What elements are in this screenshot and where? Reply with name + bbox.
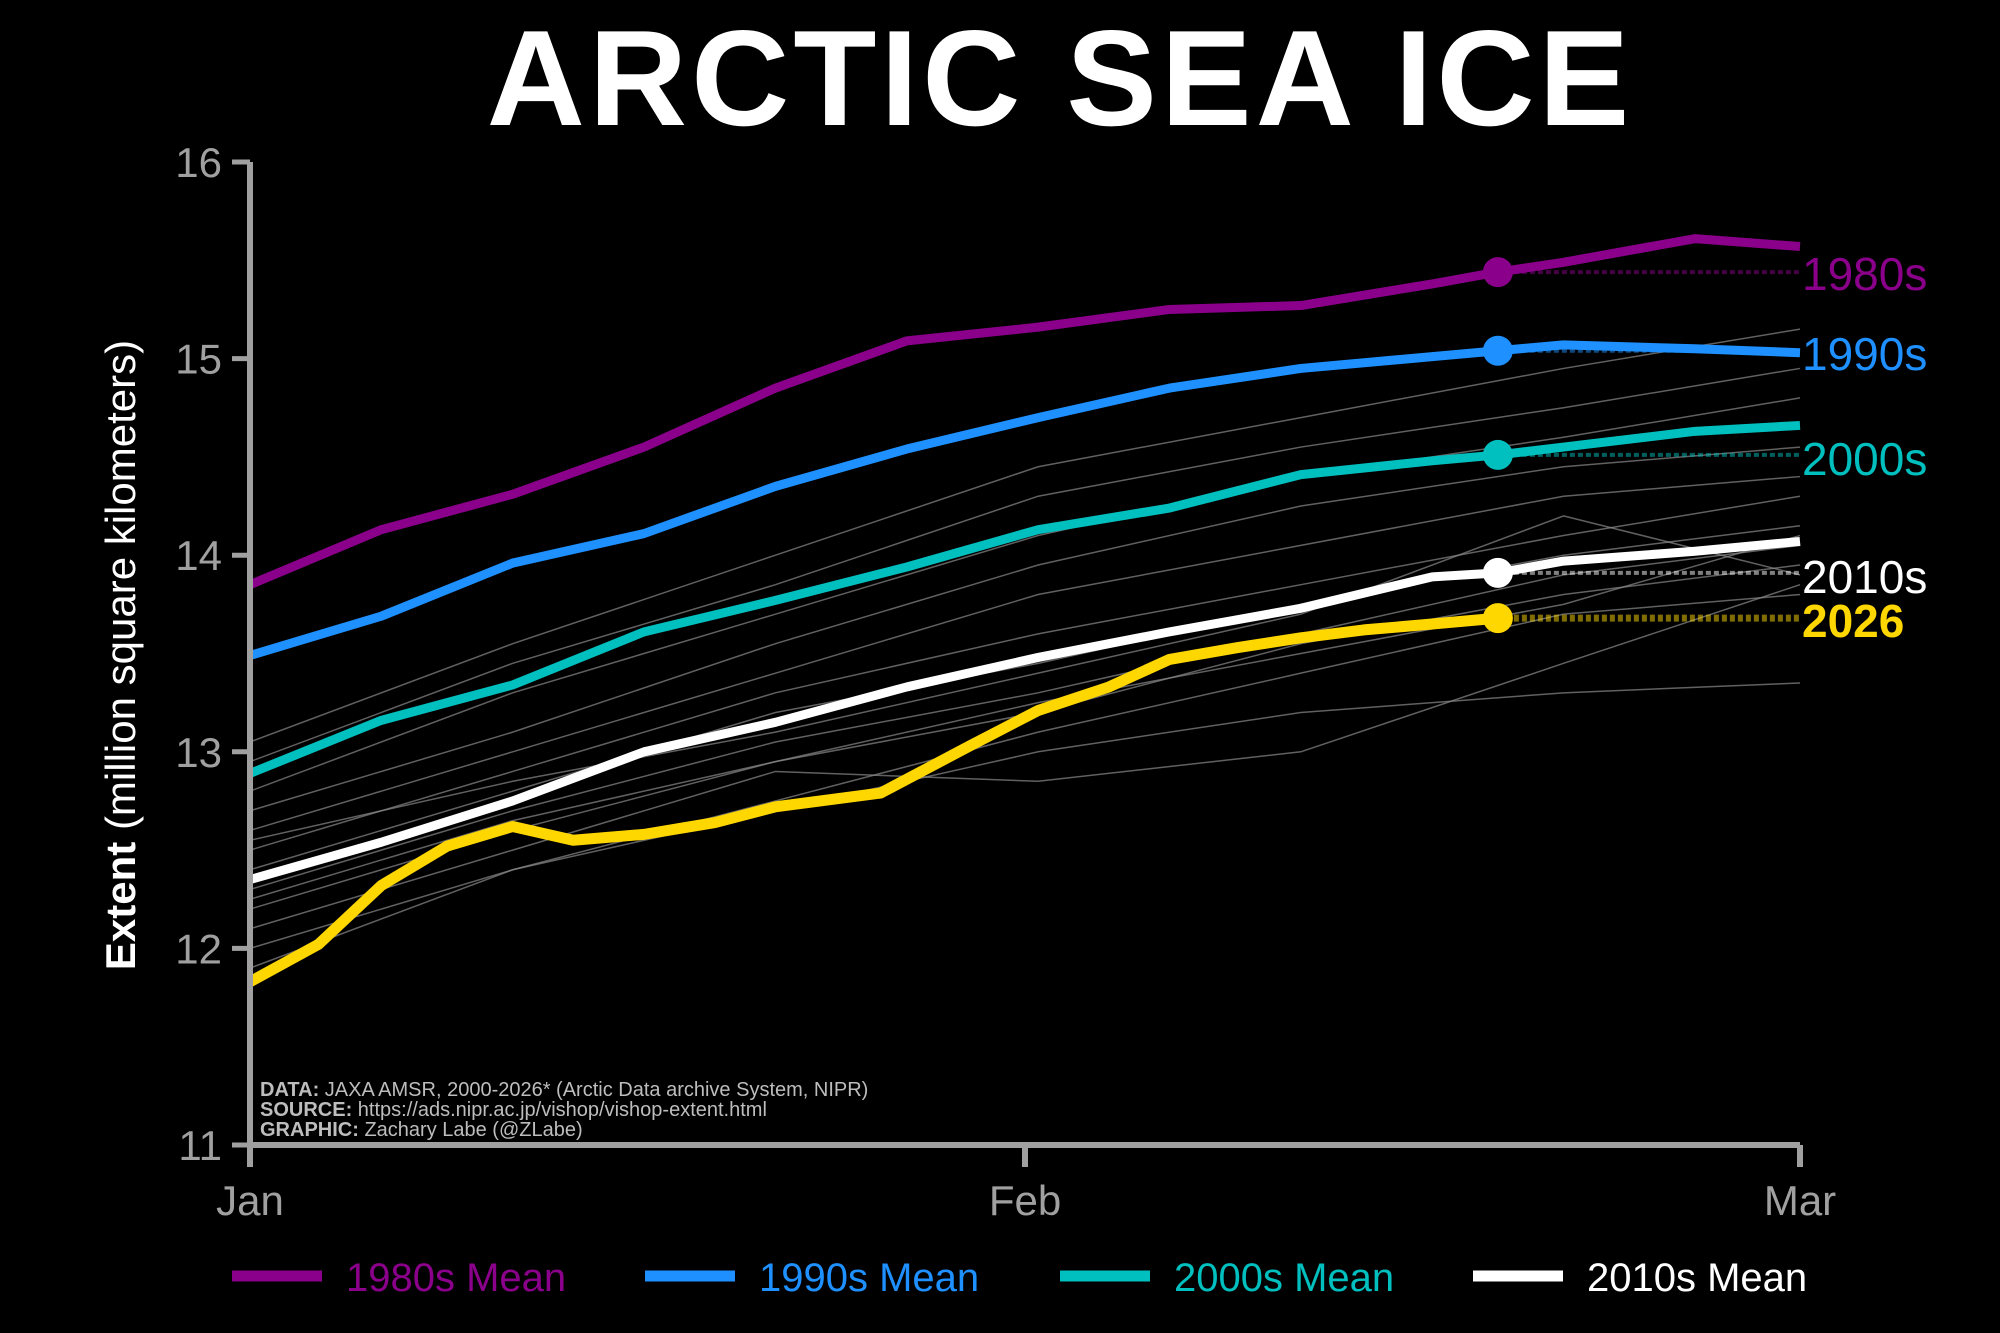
end-label-2000s: 2000s xyxy=(1802,433,1927,485)
series-line-2010s xyxy=(248,536,1801,884)
marker-2010s xyxy=(1482,557,1513,588)
credits: DATA: JAXA AMSR, 2000-2026* (Arctic Data… xyxy=(260,1079,868,1141)
series-line-1980s xyxy=(248,234,1801,589)
y-tick-label: 12 xyxy=(175,925,222,972)
svg-text:Extent (million square kilomet: Extent (million square kilometers) xyxy=(97,340,144,970)
credit-line: SOURCE: https://ads.nipr.ac.jp/vishop/vi… xyxy=(260,1099,767,1121)
individual-year-line xyxy=(249,495,1801,851)
individual-year-line xyxy=(249,328,1801,743)
credit-line: DATA: JAXA AMSR, 2000-2026* (Arctic Data… xyxy=(260,1079,868,1101)
credit-text: JAXA AMSR, 2000-2026* (Arctic Data archi… xyxy=(319,1079,868,1101)
legend-label: 1990s Mean xyxy=(759,1256,979,1300)
legend-item-2000s: 2000s Mean xyxy=(1060,1256,1394,1300)
credit-label: DATA: xyxy=(260,1079,319,1101)
x-tick-label: Mar xyxy=(1764,1177,1836,1224)
y-tick-label: 15 xyxy=(175,336,222,383)
legend-label: 2000s Mean xyxy=(1174,1256,1394,1300)
axes: 11 12 13 14 15 16 Jan Feb Mar xyxy=(175,139,1836,1224)
y-tick-label: 14 xyxy=(175,532,222,579)
individual-year-line xyxy=(249,534,1801,900)
individual-year-line xyxy=(249,564,1801,910)
marker-1990s xyxy=(1482,335,1513,366)
series-line-2026 xyxy=(247,612,1499,987)
x-tick-label: Feb xyxy=(989,1177,1061,1224)
legend-item-1980s: 1980s Mean xyxy=(232,1256,566,1300)
y-axis-label: Extent (million square kilometers) xyxy=(97,340,144,970)
legend-item-1990s: 1990s Mean xyxy=(645,1256,979,1300)
end-label-1990s: 1990s xyxy=(1802,328,1927,380)
individual-year-line xyxy=(249,397,1801,792)
marker-1980s xyxy=(1482,257,1513,288)
end-label-2010s: 2010s xyxy=(1802,551,1927,603)
legend: 1980s Mean 1990s Mean 2000s Mean 2010s Mean xyxy=(232,1256,1807,1300)
credit-line: GRAPHIC: Zachary Labe (@ZLabe) xyxy=(260,1119,583,1141)
x-tick-label: Jan xyxy=(216,1177,284,1224)
individual-year-line xyxy=(249,682,1801,969)
y-tick-label: 16 xyxy=(175,139,222,186)
legend-label: 2010s Mean xyxy=(1587,1256,1807,1300)
y-tick-label: 11 xyxy=(178,1122,222,1169)
individual-year-line xyxy=(249,583,1801,930)
individual-year-line xyxy=(249,446,1801,812)
series-line-1990s xyxy=(248,340,1801,660)
credit-text: https://ads.nipr.ac.jp/vishop/vishop-ext… xyxy=(352,1099,767,1121)
legend-label: 1980s Mean xyxy=(346,1256,566,1300)
individual-year-line xyxy=(249,367,1801,763)
marker-2026 xyxy=(1482,603,1513,634)
credit-label: SOURCE: xyxy=(260,1099,352,1121)
credit-label: GRAPHIC: xyxy=(260,1119,359,1141)
legend-item-2010s: 2010s Mean xyxy=(1473,1256,1807,1300)
individual-year-line xyxy=(249,524,1801,871)
y-tick-label: 13 xyxy=(175,729,222,776)
chart-title: ARCTIC SEA ICE xyxy=(487,2,1634,154)
individual-year-line xyxy=(249,515,1801,842)
end-label-1980s: 1980s xyxy=(1802,248,1927,300)
marker-2000s xyxy=(1482,439,1513,470)
series-line-2000s xyxy=(248,420,1801,778)
credit-text: Zachary Labe (@ZLabe) xyxy=(359,1119,583,1141)
y-axis-label-bold: Extent xyxy=(97,842,144,970)
individual-year-line xyxy=(249,475,1801,832)
y-axis-label-units: (million square kilometers) xyxy=(97,340,144,842)
end-label-2026: 2026 xyxy=(1802,595,1904,647)
individual-years xyxy=(249,328,1801,969)
individual-year-line xyxy=(249,593,1801,950)
